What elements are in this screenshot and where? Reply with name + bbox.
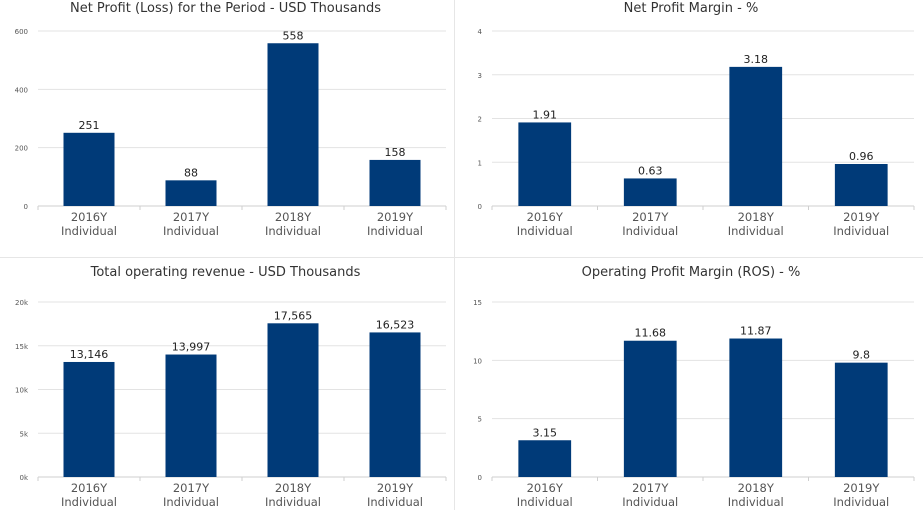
bar <box>267 43 319 206</box>
data-label: 11.68 <box>635 327 667 340</box>
chart-title: Operating Profit Margin (ROS) - % <box>581 265 801 280</box>
x-tick-label: 2016Y <box>71 481 108 495</box>
x-tick-label: Individual <box>61 495 117 509</box>
x-tick-label: Individual <box>622 224 678 238</box>
data-label: 17,565 <box>274 309 313 322</box>
x-tick-label: 2016Y <box>527 210 564 224</box>
x-tick-label: 2019Y <box>377 481 414 495</box>
x-tick-label: Individual <box>367 224 423 238</box>
y-tick-label: 5 <box>478 416 482 424</box>
x-tick-label: Individual <box>517 224 573 238</box>
data-label: 3.15 <box>533 426 558 439</box>
x-tick-label: Individual <box>265 495 321 509</box>
bar <box>518 122 572 206</box>
y-tick-label: 0k <box>19 474 28 482</box>
y-tick-label: 3 <box>478 72 482 80</box>
x-tick-label: Individual <box>728 224 784 238</box>
bar <box>165 180 217 206</box>
data-label: 0.96 <box>849 150 874 163</box>
panel-divider-vertical <box>454 0 455 510</box>
x-tick-label: Individual <box>833 495 889 509</box>
y-tick-label: 400 <box>15 86 28 94</box>
x-tick-label: Individual <box>622 495 678 509</box>
x-tick-label: 2019Y <box>843 481 880 495</box>
y-tick-label: 5k <box>19 430 28 438</box>
bar <box>267 323 319 477</box>
x-tick-label: Individual <box>367 495 423 509</box>
chart-title: Total operating revenue - USD Thousands <box>90 265 361 280</box>
data-label: 0.63 <box>638 164 663 177</box>
chart-title: Net Profit (Loss) for the Period - USD T… <box>69 1 382 16</box>
x-tick-label: Individual <box>163 224 219 238</box>
x-tick-label: 2018Y <box>738 481 775 495</box>
y-tick-label: 1 <box>478 159 482 167</box>
bar <box>63 132 115 206</box>
y-tick-label: 20k <box>15 299 29 307</box>
data-label: 1.91 <box>533 108 558 121</box>
bar <box>63 361 115 477</box>
x-tick-label: 2019Y <box>843 210 880 224</box>
y-tick-label: 600 <box>15 28 28 36</box>
y-tick-label: 0 <box>24 203 28 211</box>
bar <box>623 340 677 477</box>
y-tick-label: 0 <box>478 203 482 211</box>
x-tick-label: 2016Y <box>71 210 108 224</box>
x-tick-label: Individual <box>833 224 889 238</box>
bar <box>518 440 572 477</box>
x-tick-label: Individual <box>728 495 784 509</box>
bar <box>369 159 421 206</box>
x-tick-label: 2018Y <box>275 210 312 224</box>
bar <box>834 362 888 477</box>
y-tick-label: 15k <box>15 343 29 351</box>
data-label: 158 <box>385 146 406 159</box>
x-tick-label: Individual <box>163 495 219 509</box>
bar <box>369 332 421 477</box>
x-tick-label: 2019Y <box>377 210 414 224</box>
x-tick-label: Individual <box>517 495 573 509</box>
x-tick-label: 2017Y <box>632 481 669 495</box>
chart-operating-profit-margin: Operating Profit Margin (ROS) - % 0 5 10 15… <box>459 264 923 510</box>
data-label: 558 <box>283 29 304 42</box>
chart-net-profit-margin: Net Profit Margin - % 0 1 2 3 4 1.91 2016Y Indi… <box>459 0 923 255</box>
chart-plot: 0k5k10k15k20k13,1462016YIndividual13,997… <box>15 299 447 509</box>
bar <box>165 354 217 477</box>
chart-plot: 02004006002512016YIndividual882017YIndiv… <box>15 28 447 238</box>
bar <box>834 164 888 206</box>
x-tick-label: 2017Y <box>632 210 669 224</box>
x-tick-label: Individual <box>61 224 117 238</box>
y-tick-label: 0 <box>478 474 482 482</box>
y-tick-label: 2 <box>478 116 482 124</box>
x-tick-label: 2017Y <box>173 210 210 224</box>
x-tick-label: 2018Y <box>738 210 775 224</box>
data-label: 251 <box>79 119 100 132</box>
x-tick-label: Individual <box>265 224 321 238</box>
chart-net-profit: Net Profit (Loss) for the Period - USD T… <box>0 0 451 255</box>
data-label: 11.87 <box>740 325 772 338</box>
x-tick-label: 2018Y <box>275 481 312 495</box>
y-tick-label: 10 <box>473 357 482 365</box>
panel-divider-horizontal <box>0 257 923 258</box>
data-label: 13,997 <box>172 341 211 354</box>
x-tick-label: 2016Y <box>527 481 564 495</box>
data-label: 9.8 <box>853 349 871 362</box>
y-tick-label: 4 <box>478 28 483 36</box>
chart-title: Net Profit Margin - % <box>623 1 759 16</box>
y-tick-label: 10k <box>15 387 29 395</box>
y-tick-label: 15 <box>473 299 482 307</box>
data-label: 16,523 <box>376 318 415 331</box>
y-tick-label: 200 <box>15 145 28 153</box>
data-label: 13,146 <box>70 348 109 361</box>
chart-total-operating-revenue: Total operating revenue - USD Thousands … <box>0 264 451 510</box>
bar <box>729 338 783 477</box>
data-label: 88 <box>184 166 198 179</box>
bar <box>729 66 783 206</box>
x-tick-label: 2017Y <box>173 481 210 495</box>
chart-plot: 012341.912016YIndividual0.632017YIndivid… <box>478 28 915 238</box>
data-label: 3.18 <box>744 53 769 66</box>
bar <box>623 178 677 206</box>
chart-plot: 0510153.152016YIndividual11.682017YIndiv… <box>473 299 915 509</box>
